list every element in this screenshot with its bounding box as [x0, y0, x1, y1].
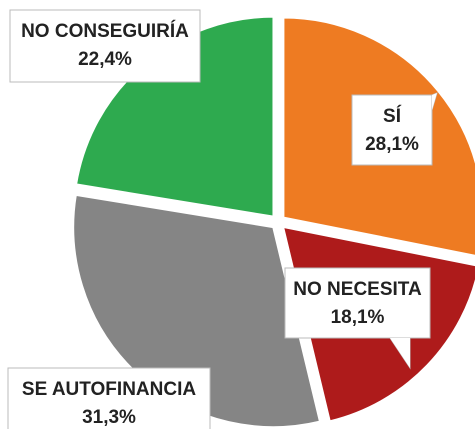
callout-pointer-cover — [432, 93, 437, 110]
callout-pointer-cover — [390, 338, 410, 368]
value-label: 18,1% — [331, 307, 385, 328]
slice-label: SÍ — [383, 105, 402, 127]
label-box — [9, 9, 201, 83]
label-box — [7, 367, 211, 429]
slice-label: SE AUTOFINANCIA — [22, 379, 196, 400]
label-box — [351, 94, 433, 166]
label-box — [284, 267, 431, 339]
slice-label: NO NECESITA — [293, 279, 422, 300]
value-label: 28,1% — [365, 134, 419, 155]
value-label: 22,4% — [78, 49, 132, 70]
value-label: 31,3% — [82, 407, 136, 428]
slice-label: NO CONSEGUIRÍA — [21, 20, 189, 42]
